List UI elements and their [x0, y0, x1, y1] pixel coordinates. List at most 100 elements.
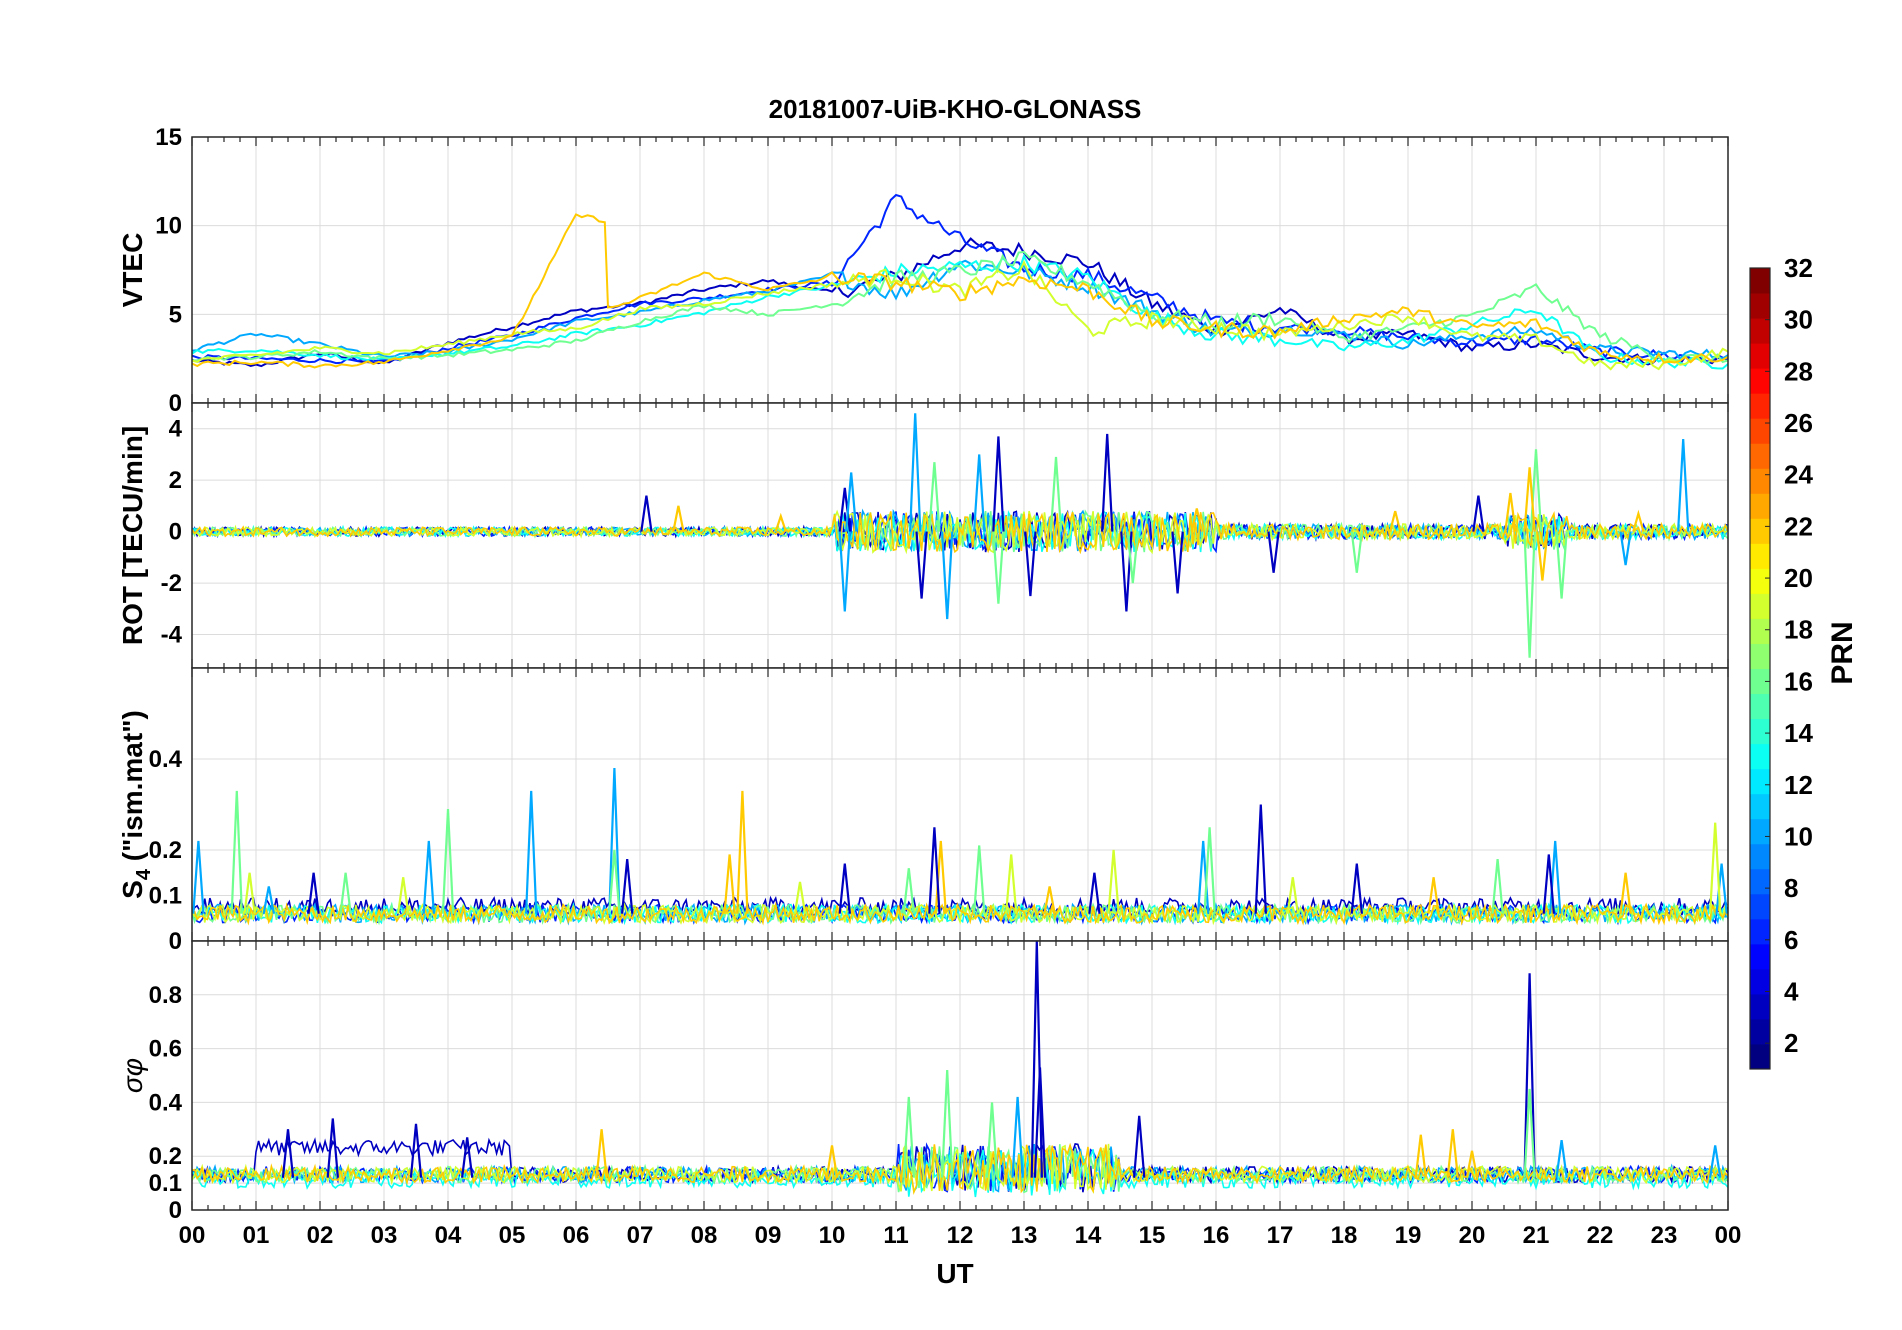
colorbar-tick-label: 18 [1784, 615, 1813, 645]
x-axis-label: UT [936, 1258, 973, 1289]
rot-peak-prn-16 [928, 462, 941, 532]
x-tick-label: 11 [883, 1222, 908, 1249]
vtec-series-prn-22 [192, 213, 1728, 369]
vtec-series-prn-19 [192, 259, 1728, 371]
colorbar-segment [1750, 1018, 1770, 1045]
s4-peak-prn-19 [243, 872, 256, 914]
colorbar-segment [1750, 268, 1770, 294]
x-tick-label: 02 [307, 1222, 334, 1249]
x-tick-label: 12 [947, 1222, 974, 1249]
colorbar-segment [1750, 1043, 1770, 1070]
x-tick-label: 21 [1523, 1222, 1550, 1249]
x-tick-label: 03 [371, 1222, 398, 1249]
sigma_phi-peak-prn-22 [825, 1145, 839, 1178]
s4-peak-prn-16 [973, 845, 986, 914]
colorbar-segment [1750, 943, 1770, 970]
rot-peak-prn-16 [992, 531, 1005, 604]
s4-peak-prn-22 [1043, 886, 1056, 914]
s4-peak-prn-3 [1254, 804, 1267, 914]
series-group [192, 768, 1728, 926]
s4-peak-prn-3 [928, 827, 941, 914]
s4-peak-prn-3 [1088, 872, 1101, 914]
sigma_phi-peak-prn-22 [1414, 1134, 1427, 1178]
colorbar-segment [1750, 918, 1770, 945]
rot-peak-prn-3 [1472, 495, 1485, 532]
y-tick-label: -2 [161, 570, 182, 597]
y-tick-label: 2 [169, 467, 182, 494]
sigma_phi-peak-prn-3 [1523, 973, 1536, 1178]
rot-peak-prn-3 [640, 495, 653, 532]
colorbar-segment [1750, 593, 1770, 619]
colorbar-tick-label: 28 [1784, 356, 1813, 386]
y-tick-label: 0.2 [149, 1143, 182, 1170]
colorbar-tick-label: 2 [1784, 1028, 1798, 1058]
panel-sigma_phi: 00.10.2 0.4 0.6 0.8 σφ [117, 940, 1729, 1224]
colorbar-segment [1750, 368, 1770, 394]
colorbar-label: PRN [1826, 621, 1859, 684]
colorbar-frame [1749, 267, 1771, 1070]
s4-peak-prn-19 [1005, 854, 1018, 914]
s4-peak-prn-22 [1427, 877, 1440, 914]
x-tick-label: 18 [1331, 1222, 1358, 1249]
colorbar-segment [1750, 543, 1770, 569]
x-tick-label: 10 [819, 1222, 846, 1249]
s4-peak-prn-3 [1350, 863, 1363, 914]
rot-peak-prn-10 [941, 531, 954, 620]
vtec-series-prn-16 [192, 250, 1728, 365]
s4-peak-prn-22 [1619, 872, 1632, 914]
x-tick-label: 20 [1459, 1222, 1486, 1249]
panel-rot: -4 -2 0 2 4 ROT [TECU/min] [117, 402, 1729, 669]
sigma_phi-peak-prn-16 [941, 1070, 954, 1178]
colorbar-segment [1750, 668, 1770, 695]
sigma_phi-peak-prn-22 [595, 1129, 608, 1178]
colorbar-segment [1750, 693, 1770, 720]
colorbar-segment [1750, 893, 1770, 920]
s4-peak-prn-16 [1203, 827, 1216, 914]
colorbar-segment [1750, 868, 1770, 895]
s4-peak-prn-3 [621, 858, 634, 914]
x-tick-label: 00 [1715, 1222, 1742, 1249]
rot-peak-prn-22 [774, 512, 787, 532]
sigma_phi-peak-prn-3 [1030, 941, 1043, 1178]
rot-peak-prn-10 [1677, 438, 1690, 532]
x-tick-label: 17 [1267, 1222, 1294, 1249]
y-tick-label: 0 [169, 390, 182, 417]
rot-peak-prn-3 [992, 436, 1005, 532]
x-tick-label: 05 [499, 1222, 526, 1249]
x-tick-label: 22 [1587, 1222, 1614, 1249]
colorbar-segment [1750, 768, 1770, 795]
x-tick-label: 23 [1651, 1222, 1678, 1249]
x-tick-label: 14 [1075, 1222, 1102, 1249]
rot-peak-prn-16 [1350, 531, 1363, 573]
rot-peak-prn-10 [1619, 531, 1632, 566]
s4-peak-prn-16 [902, 868, 915, 914]
s4-peak-prn-3 [307, 872, 320, 914]
x-tick-label: 08 [691, 1222, 718, 1249]
panel-vtec: 0 5 10 15 VTEC [117, 124, 1729, 417]
y-tick-label: 0 [169, 519, 182, 546]
s4-peak-prn-10 [608, 768, 621, 914]
colorbar-segment [1750, 343, 1770, 369]
sigma_phi-peak-prn-10 [1011, 1096, 1024, 1178]
rot-peak-prn-22 [1190, 508, 1203, 532]
x-tick-label: 09 [755, 1222, 782, 1249]
colorbar-segment [1750, 743, 1770, 770]
x-tick-label: 04 [435, 1222, 462, 1249]
s4-peak-prn-22 [723, 854, 736, 914]
y-axis-label-sigma_phi: σφ [117, 1058, 148, 1093]
series-group [192, 413, 1728, 658]
s4-peak-prn-10 [192, 840, 205, 914]
y-tick-label: 0.2 [149, 837, 182, 864]
colorbar-tick-label: 4 [1784, 976, 1799, 1006]
sigma_phi-peak-prn-10 [1709, 1145, 1722, 1178]
y-tick-label: 10 [155, 213, 182, 240]
series-group [192, 941, 1728, 1198]
sigma_phi-peak-prn-3 [409, 1123, 423, 1178]
x-tick-label: 07 [627, 1222, 654, 1249]
colorbar-segment [1750, 443, 1770, 469]
s4-peak-prn-16 [230, 790, 243, 914]
s4-peak-prn-3 [1542, 854, 1555, 914]
rot-peak-prn-10 [838, 531, 851, 612]
s4-peak-prn-22 [736, 790, 749, 914]
